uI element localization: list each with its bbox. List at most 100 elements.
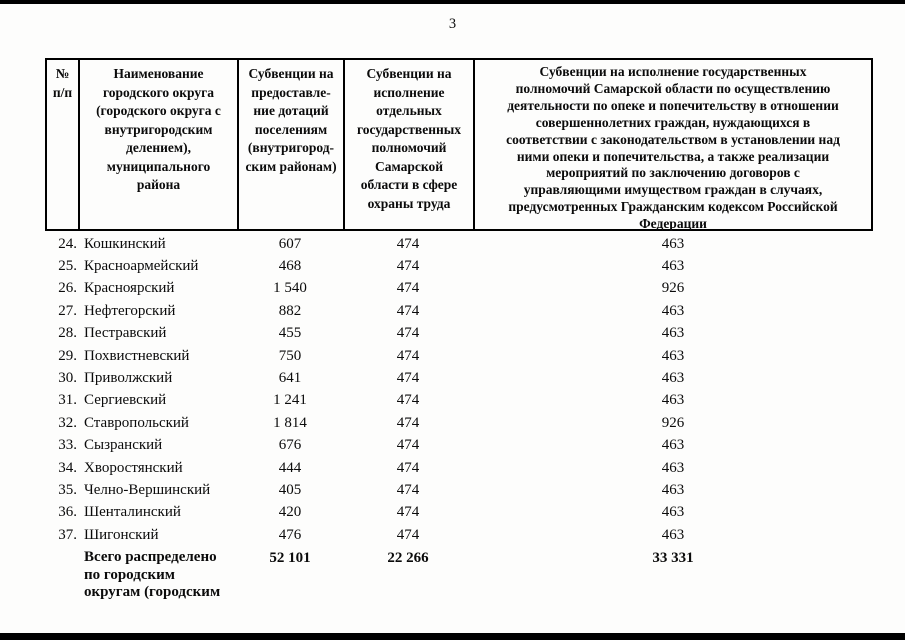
table-row: 31. Сергиевский 1 241 474 463	[0, 390, 905, 412]
labor-value: 474	[396, 325, 420, 342]
page-number: 3	[448, 16, 457, 32]
table-row: 29. Похвистневский 750 474 463	[0, 345, 905, 367]
dotations-value: 444	[278, 459, 302, 476]
guardianship-value: 463	[661, 504, 685, 521]
labor-value: 474	[396, 280, 420, 297]
municipality-name: Пестравский	[84, 325, 167, 342]
row-number: 30.	[58, 370, 77, 387]
municipality-name: Похвистневский	[84, 347, 190, 364]
table-row: 26. Красноярский 1 540 474 926	[0, 278, 905, 300]
row-number: 36.	[58, 504, 77, 521]
row-number: 26.	[58, 280, 77, 297]
header-cell-row-number: № п/п	[47, 60, 80, 229]
municipality-name: Шигонский	[84, 526, 159, 543]
row-number: 37.	[58, 526, 77, 543]
row-number: 25.	[58, 258, 77, 275]
table-row: 24. Кошкинский 607 474 463	[0, 233, 905, 255]
guardianship-value: 463	[661, 481, 685, 498]
dotations-value: 455	[278, 325, 302, 342]
labor-value: 474	[396, 258, 420, 275]
scan-bottom-border	[0, 633, 905, 640]
dotations-value: 1 241	[273, 392, 307, 409]
labor-value: 474	[396, 437, 420, 454]
labor-value: 474	[396, 414, 420, 431]
table-row: 30. Приволжский 641 474 463	[0, 367, 905, 389]
header-cell-labor-protection-subvention: Субвенции на исполнение отдельных госуда…	[345, 60, 475, 229]
header-cell-municipality-name: Наименование городского округа (городско…	[80, 60, 239, 229]
dotations-value: 468	[278, 258, 302, 275]
table-row: 35. Челно-Вершинский 405 474 463	[0, 479, 905, 501]
guardianship-value: 463	[661, 459, 685, 476]
labor-value: 474	[396, 347, 420, 364]
table-row: 37. Шигонский 476 474 463	[0, 524, 905, 546]
guardianship-value: 463	[661, 235, 685, 252]
row-number: 31.	[58, 392, 77, 409]
table-row: 28. Пестравский 455 474 463	[0, 323, 905, 345]
table-row: 33. Сызранский 676 474 463	[0, 435, 905, 457]
labor-value: 474	[396, 526, 420, 543]
table-row: 27. Нефтегорский 882 474 463	[0, 300, 905, 322]
guardianship-value: 463	[661, 526, 685, 543]
dotations-value: 750	[278, 347, 302, 364]
row-number: 33.	[58, 437, 77, 454]
municipality-name: Кошкинский	[84, 235, 166, 252]
total-labor-value: 22 266	[387, 550, 429, 567]
row-number: 32.	[58, 414, 77, 431]
municipality-name: Челно-Вершинский	[84, 481, 211, 498]
dotations-value: 1 540	[273, 280, 307, 297]
scan-top-border	[0, 0, 905, 4]
dotations-value: 420	[278, 504, 302, 521]
municipality-name: Ставропольский	[84, 414, 189, 431]
guardianship-value: 463	[661, 347, 685, 364]
table-row: 32. Ставропольский 1 814 474 926	[0, 412, 905, 434]
dotations-value: 676	[278, 437, 302, 454]
guardianship-value: 926	[661, 280, 685, 297]
labor-value: 474	[396, 481, 420, 498]
table-row: 36. Шенталинский 420 474 463	[0, 502, 905, 524]
table-body: 24. Кошкинский 607 474 463 25. Красноарм…	[0, 233, 905, 602]
row-number: 24.	[58, 235, 77, 252]
municipality-name: Хворостянский	[84, 459, 183, 476]
dotations-value: 882	[278, 302, 302, 319]
guardianship-value: 463	[661, 437, 685, 454]
row-number: 28.	[58, 325, 77, 342]
dotations-value: 607	[278, 235, 302, 252]
labor-value: 474	[396, 504, 420, 521]
municipality-name: Нефтегорский	[84, 302, 176, 319]
guardianship-value: 926	[661, 414, 685, 431]
total-dotations-value: 52 101	[269, 550, 311, 567]
table-header: № п/п Наименование городского округа (го…	[45, 58, 873, 231]
row-number: 34.	[58, 459, 77, 476]
dotations-value: 405	[278, 481, 302, 498]
guardianship-value: 463	[661, 392, 685, 409]
labor-value: 474	[396, 459, 420, 476]
guardianship-value: 463	[661, 258, 685, 275]
total-row: Всего распределено по городским округам …	[0, 549, 905, 602]
labor-value: 474	[396, 302, 420, 319]
header-cell-dotations-subvention: Субвенции на предоставле- ние дотаций по…	[239, 60, 345, 229]
guardianship-value: 463	[661, 370, 685, 387]
municipality-name: Красноярский	[84, 280, 175, 297]
guardianship-value: 463	[661, 325, 685, 342]
labor-value: 474	[396, 370, 420, 387]
row-number: 29.	[58, 347, 77, 364]
header-cell-guardianship-subvention: Субвенции на исполнение государственных …	[506, 64, 840, 232]
municipality-name: Приволжский	[84, 370, 173, 387]
municipality-name: Красноармейский	[84, 258, 199, 275]
total-guardianship-value: 33 331	[652, 550, 694, 567]
dotations-value: 641	[278, 370, 302, 387]
labor-value: 474	[396, 392, 420, 409]
table-row: 34. Хворостянский 444 474 463	[0, 457, 905, 479]
labor-value: 474	[396, 235, 420, 252]
row-number: 35.	[58, 481, 77, 498]
row-number: 27.	[58, 302, 77, 319]
municipality-name: Шенталинский	[84, 504, 181, 521]
guardianship-value: 463	[661, 302, 685, 319]
total-label: Всего распределено по городским округам …	[84, 549, 221, 601]
municipality-name: Сызранский	[84, 437, 163, 454]
table-row: 25. Красноармейский 468 474 463	[0, 255, 905, 277]
dotations-value: 476	[278, 526, 302, 543]
dotations-value: 1 814	[273, 414, 307, 431]
municipality-name: Сергиевский	[84, 392, 167, 409]
